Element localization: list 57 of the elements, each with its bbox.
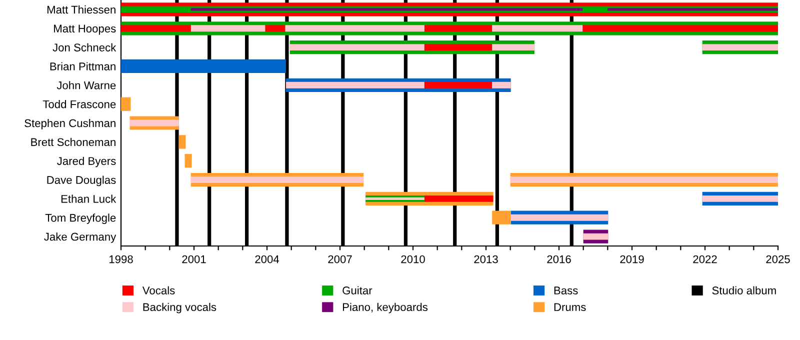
x-tick-label: 2007 <box>328 255 352 264</box>
y-tick-label: Brian Pittman <box>50 62 116 70</box>
x-tick-label: 2013 <box>474 255 498 264</box>
x-tick-label: 2010 <box>401 255 425 264</box>
y-tick-label: Ethan Luck <box>61 194 116 203</box>
legend-label: Backing vocals <box>143 302 216 314</box>
bar <box>286 82 424 88</box>
legend-label: Piano, keyboards <box>342 302 428 314</box>
y-tick-label: Jake Germany <box>44 232 116 243</box>
bar <box>424 25 492 32</box>
bar <box>121 25 191 32</box>
y-tick-label: Brett Schoneman <box>31 138 116 146</box>
bar <box>285 25 424 32</box>
bar <box>290 44 424 51</box>
legend-label: Drums <box>554 303 586 312</box>
y-tick-label: John Warne <box>56 81 116 90</box>
bar <box>702 44 778 51</box>
bar <box>492 25 583 32</box>
y-tick-label: Jared Byers <box>57 156 116 168</box>
bar <box>190 176 364 183</box>
bar <box>424 44 492 51</box>
bar <box>492 82 511 88</box>
x-tick-label: 2019 <box>620 255 644 264</box>
y-tick-label: Matt Hoopes <box>54 24 116 35</box>
y-tick-label: Todd Frascone <box>42 100 116 108</box>
bar <box>424 195 494 202</box>
legend-label: Bass <box>554 286 578 294</box>
bar <box>492 210 511 224</box>
x-tick-label: 2001 <box>182 255 206 264</box>
bar <box>121 59 286 74</box>
legend-label: Vocals <box>142 286 175 294</box>
bar <box>583 233 608 240</box>
y-tick-label: Jon Schneck <box>52 43 116 52</box>
x-tick-label: 1998 <box>109 255 133 264</box>
x-tick-label: 2016 <box>547 255 571 264</box>
bar <box>492 44 534 51</box>
y-tick-label: Dave Douglas <box>47 176 116 186</box>
bar <box>265 25 286 32</box>
y-tick-label: Stephen Cushman <box>24 118 116 130</box>
bar <box>130 120 179 126</box>
bar <box>190 25 266 32</box>
legend-label: Guitar <box>342 286 372 294</box>
bar <box>582 25 778 32</box>
x-tick-label: 2004 <box>255 255 280 264</box>
bar <box>121 97 131 111</box>
x-tick-label: 2022 <box>693 255 717 264</box>
bar <box>424 82 492 88</box>
legend-label: Studio album <box>712 286 776 294</box>
x-tick-label: 2025 <box>766 255 790 264</box>
bar <box>702 195 778 202</box>
y-tick-label: Tom Breyfogle <box>45 214 116 224</box>
y-tick-label: Matt Thiessen <box>47 5 116 14</box>
bar <box>184 154 192 168</box>
bar <box>608 8 778 11</box>
bar <box>510 176 778 183</box>
bar <box>178 135 186 149</box>
bar <box>510 214 608 221</box>
